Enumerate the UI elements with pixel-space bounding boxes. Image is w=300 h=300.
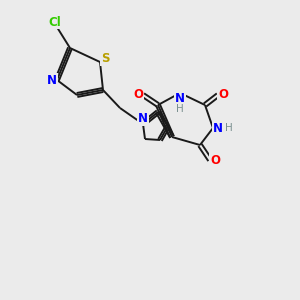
- Text: N: N: [213, 122, 223, 134]
- Text: N: N: [138, 112, 148, 125]
- Text: N: N: [47, 74, 57, 86]
- Text: Cl: Cl: [49, 16, 62, 28]
- Text: O: O: [133, 88, 143, 101]
- Text: O: O: [210, 154, 220, 166]
- Text: S: S: [101, 52, 109, 65]
- Text: N: N: [175, 92, 185, 104]
- Text: H: H: [176, 104, 184, 114]
- Text: H: H: [225, 123, 233, 133]
- Text: O: O: [218, 88, 228, 101]
